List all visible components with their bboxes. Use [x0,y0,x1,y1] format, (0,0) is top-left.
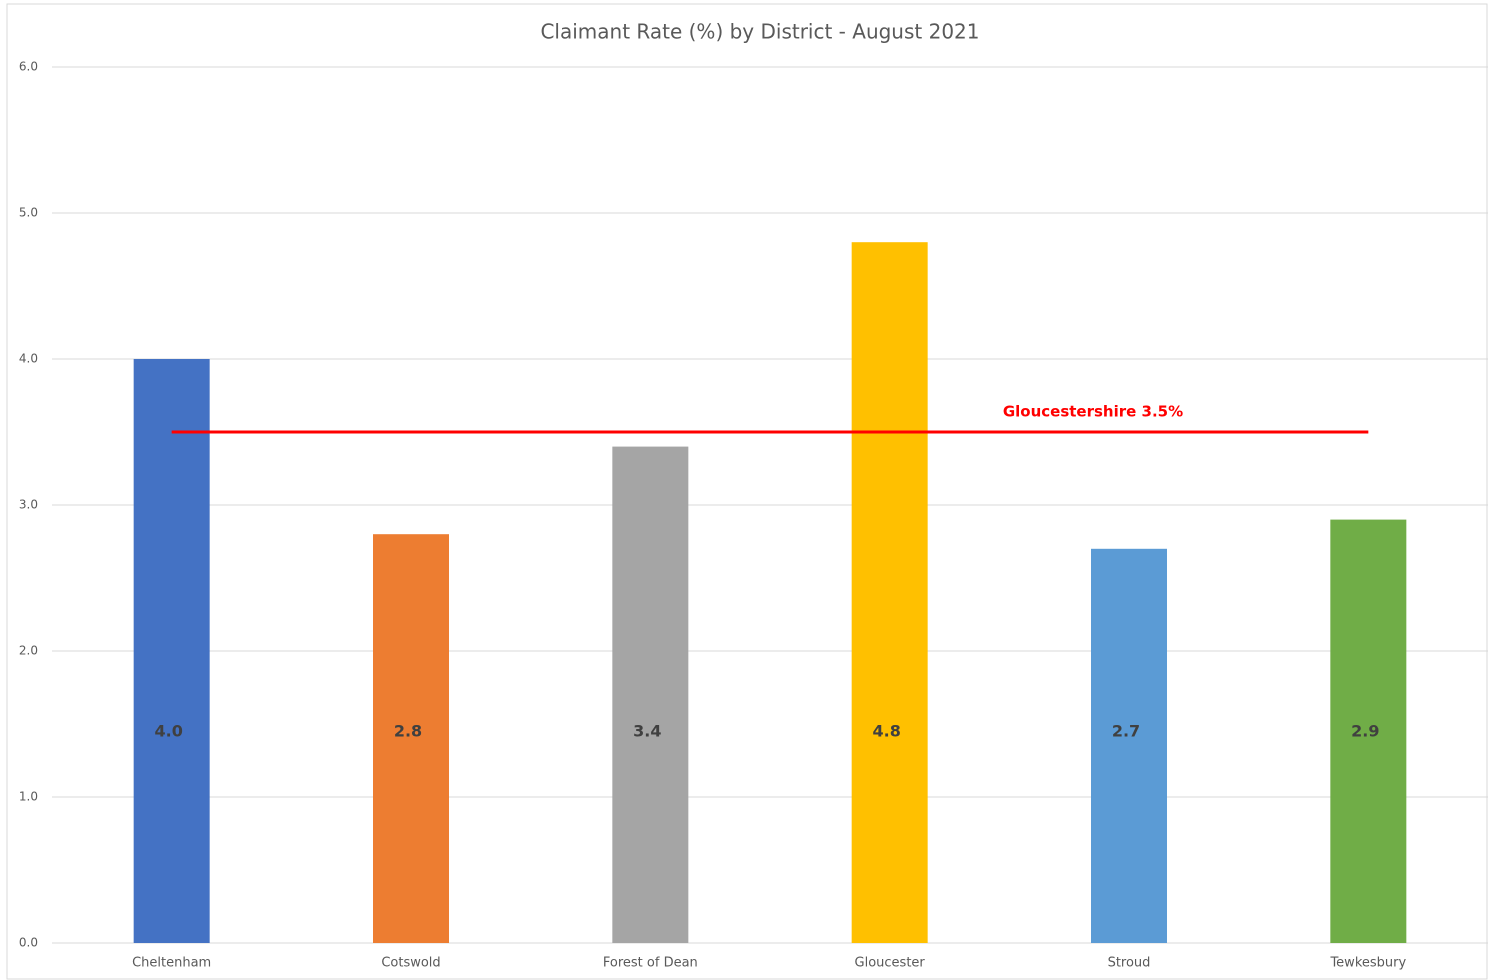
chart-border [6,3,1488,980]
chart-title: Claimant Rate (%) by District - August 2… [540,20,979,44]
x-tick-label: Cotswold [381,956,440,971]
y-tick-label: 0.0 [19,936,38,950]
bar [373,534,449,943]
data-label: 4.8 [872,722,900,741]
y-tick-label: 1.0 [19,790,38,804]
y-tick-label: 2.0 [19,644,38,658]
data-label: 2.8 [394,722,422,741]
x-tick-label: Forest of Dean [603,956,698,971]
data-label: 2.9 [1351,722,1379,741]
bar [612,446,689,943]
x-tick-label: Tewkesbury [1329,956,1406,971]
data-label: 4.0 [154,722,182,741]
reference-label: Gloucestershire 3.5% [1003,403,1183,421]
x-tick-label: Cheltenham [132,956,211,971]
x-tick-label: Stroud [1108,956,1151,971]
bar [133,359,210,943]
y-tick-label: 3.0 [19,498,38,512]
y-tick-label: 6.0 [19,60,38,74]
y-tick-label: 5.0 [19,206,38,220]
data-label: 3.4 [633,722,661,741]
y-tick-label: 4.0 [19,352,38,366]
bar [1091,548,1167,943]
data-label: 2.7 [1112,722,1140,741]
bar [851,242,928,943]
bar [1330,519,1407,943]
x-tick-label: Gloucester [855,956,926,971]
